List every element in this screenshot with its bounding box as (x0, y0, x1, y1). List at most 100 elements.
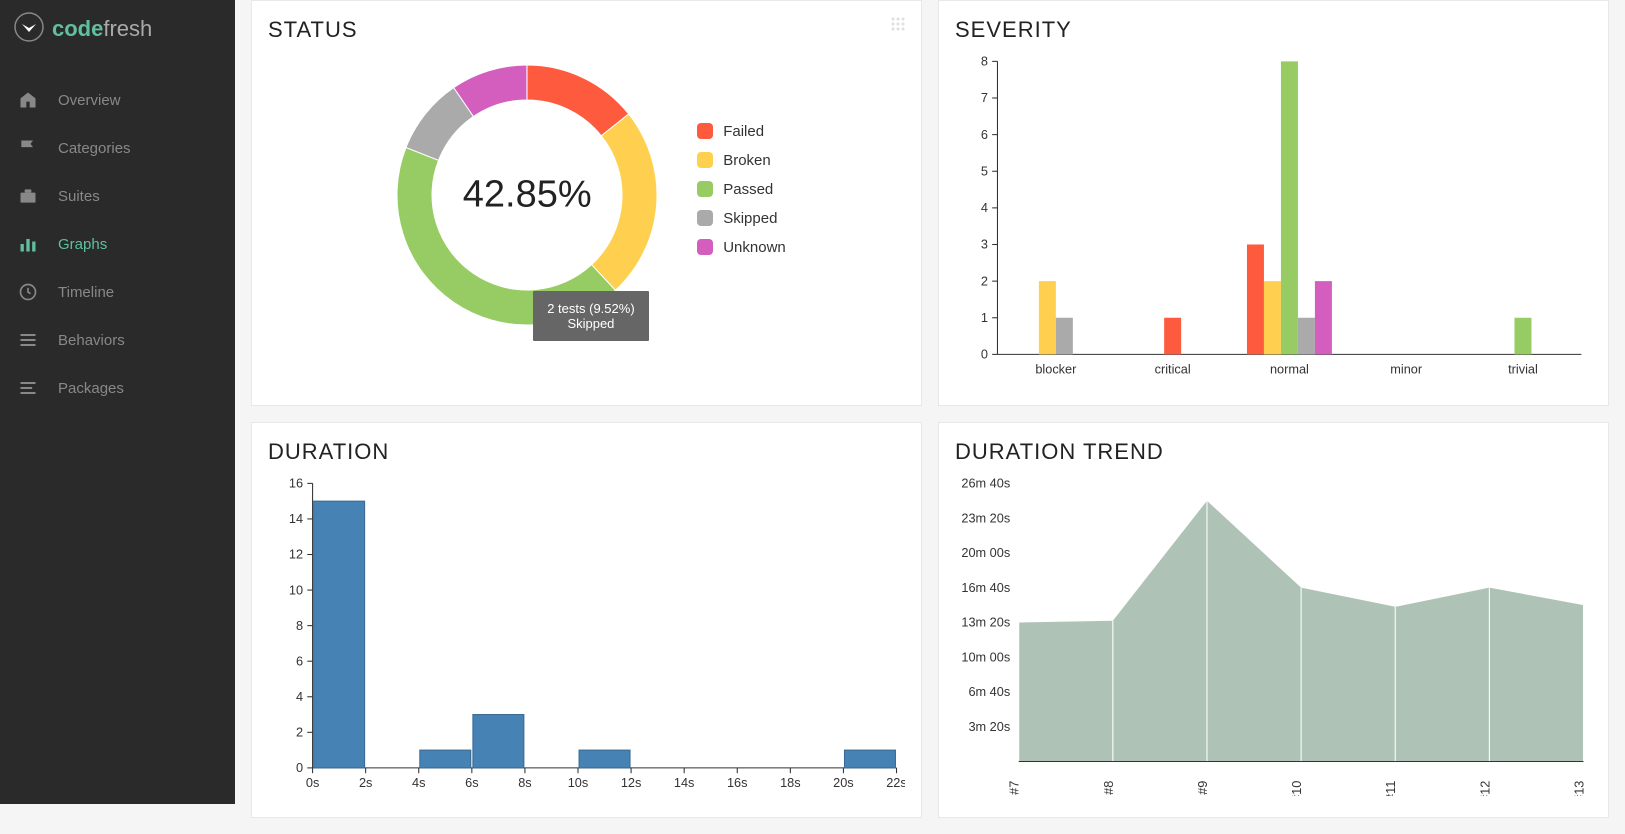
sidebar-item-categories[interactable]: Categories (0, 124, 235, 172)
svg-text:6s: 6s (465, 775, 478, 790)
sidebar-item-graphs[interactable]: Graphs (0, 220, 235, 268)
legend-swatch (697, 210, 713, 226)
svg-text:3: 3 (981, 237, 988, 252)
donut-segment-failed[interactable] (527, 65, 629, 136)
severity-bar[interactable] (1315, 281, 1332, 354)
duration-bar[interactable] (579, 750, 630, 768)
svg-text:0: 0 (296, 760, 303, 775)
severity-bar[interactable] (1039, 281, 1056, 354)
svg-text:#11: #11 (1383, 781, 1398, 796)
duration-bar[interactable] (420, 750, 471, 768)
clock-icon (18, 282, 38, 302)
svg-text:16m 40s: 16m 40s (961, 580, 1010, 595)
status-title: STATUS (268, 17, 358, 43)
donut-segment-broken[interactable] (592, 114, 657, 290)
duration-title: DURATION (268, 439, 905, 465)
trend-chart: 3m 20s6m 40s10m 00s13m 20s16m 40s20m 00s… (955, 477, 1592, 796)
svg-text:0s: 0s (306, 775, 319, 790)
status-donut: 42.85% 2 tests (9.52%) Skipped (387, 55, 667, 335)
sidebar-item-packages[interactable]: Packages (0, 364, 235, 412)
severity-bar[interactable] (1247, 245, 1264, 355)
legend-swatch (697, 239, 713, 255)
svg-text:6: 6 (296, 654, 303, 669)
svg-text:blocker: blocker (1035, 361, 1077, 376)
home-icon (18, 90, 38, 110)
severity-bar[interactable] (1056, 318, 1073, 355)
sidebar-item-suites[interactable]: Suites (0, 172, 235, 220)
svg-text:#8: #8 (1101, 781, 1116, 795)
svg-text:normal: normal (1270, 361, 1309, 376)
sidebar-item-label: Overview (58, 92, 121, 109)
legend-label: Skipped (723, 210, 777, 227)
svg-text:3m 20s: 3m 20s (968, 719, 1010, 734)
legend-label: Unknown (723, 239, 786, 256)
sidebar-item-label: Behaviors (58, 332, 125, 349)
brand-part2: fresh (103, 16, 152, 41)
legend-label: Passed (723, 181, 773, 198)
stack-icon (18, 378, 38, 398)
svg-text:16: 16 (289, 477, 303, 491)
sidebar-item-label: Packages (58, 380, 124, 397)
svg-text:#7: #7 (1007, 781, 1022, 795)
svg-text:2: 2 (981, 273, 988, 288)
svg-text:6: 6 (981, 127, 988, 142)
drag-handle-icon[interactable] (891, 17, 905, 31)
sidebar-item-behaviors[interactable]: Behaviors (0, 316, 235, 364)
svg-text:2s: 2s (359, 775, 372, 790)
legend-item-failed[interactable]: Failed (697, 123, 786, 140)
severity-bar[interactable] (1281, 61, 1298, 354)
tooltip-line1: 2 tests (9.52%) (547, 301, 634, 316)
legend-item-unknown[interactable]: Unknown (697, 239, 786, 256)
svg-text:23m 20s: 23m 20s (961, 510, 1010, 525)
svg-text:20s: 20s (833, 775, 854, 790)
duration-bar[interactable] (314, 501, 365, 768)
svg-text:0: 0 (981, 347, 988, 362)
svg-text:#12: #12 (1477, 781, 1492, 796)
svg-text:18s: 18s (780, 775, 801, 790)
severity-bar[interactable] (1298, 318, 1315, 355)
flag-icon (18, 138, 38, 158)
main-grid: STATUS 42.85% 2 tests (9.52%) Skipped Fa… (235, 0, 1625, 834)
svg-text:2: 2 (296, 725, 303, 740)
svg-text:8s: 8s (518, 775, 531, 790)
sidebar-item-label: Suites (58, 188, 100, 205)
svg-text:4s: 4s (412, 775, 425, 790)
severity-bar[interactable] (1264, 281, 1281, 354)
legend-swatch (697, 181, 713, 197)
status-legend: Failed Broken Passed Skipped Unknown (697, 123, 786, 268)
sidebar-item-label: Categories (58, 140, 131, 157)
legend-item-passed[interactable]: Passed (697, 181, 786, 198)
logo-icon (14, 12, 44, 47)
sidebar-item-label: Graphs (58, 236, 107, 253)
legend-swatch (697, 152, 713, 168)
chart-icon (18, 234, 38, 254)
legend-item-broken[interactable]: Broken (697, 152, 786, 169)
legend-item-skipped[interactable]: Skipped (697, 210, 786, 227)
svg-text:1: 1 (981, 310, 988, 325)
severity-panel: SEVERITY 012345678blockercriticalnormalm… (938, 0, 1609, 406)
svg-text:22s: 22s (886, 775, 905, 790)
duration-bar[interactable] (844, 750, 895, 768)
svg-text:4: 4 (981, 200, 988, 215)
sidebar-item-label: Timeline (58, 284, 114, 301)
severity-title: SEVERITY (955, 17, 1592, 43)
sidebar-item-overview[interactable]: Overview (0, 76, 235, 124)
svg-text:minor: minor (1390, 361, 1423, 376)
severity-bar[interactable] (1164, 318, 1181, 355)
legend-label: Failed (723, 123, 764, 140)
svg-text:10m 00s: 10m 00s (961, 650, 1010, 665)
legend-label: Broken (723, 152, 771, 169)
sidebar-item-timeline[interactable]: Timeline (0, 268, 235, 316)
svg-text:12s: 12s (621, 775, 642, 790)
svg-text:10: 10 (289, 582, 303, 597)
brand-header: codefresh (0, 0, 235, 58)
svg-text:14: 14 (289, 511, 303, 526)
severity-bar[interactable] (1514, 318, 1531, 355)
status-center-pct: 42.85% (463, 174, 592, 217)
svg-text:8: 8 (296, 618, 303, 633)
duration-bar[interactable] (473, 715, 524, 768)
status-tooltip: 2 tests (9.52%) Skipped (533, 291, 648, 341)
svg-text:#10: #10 (1289, 781, 1304, 796)
svg-text:#9: #9 (1195, 781, 1210, 795)
svg-text:8: 8 (981, 55, 988, 69)
